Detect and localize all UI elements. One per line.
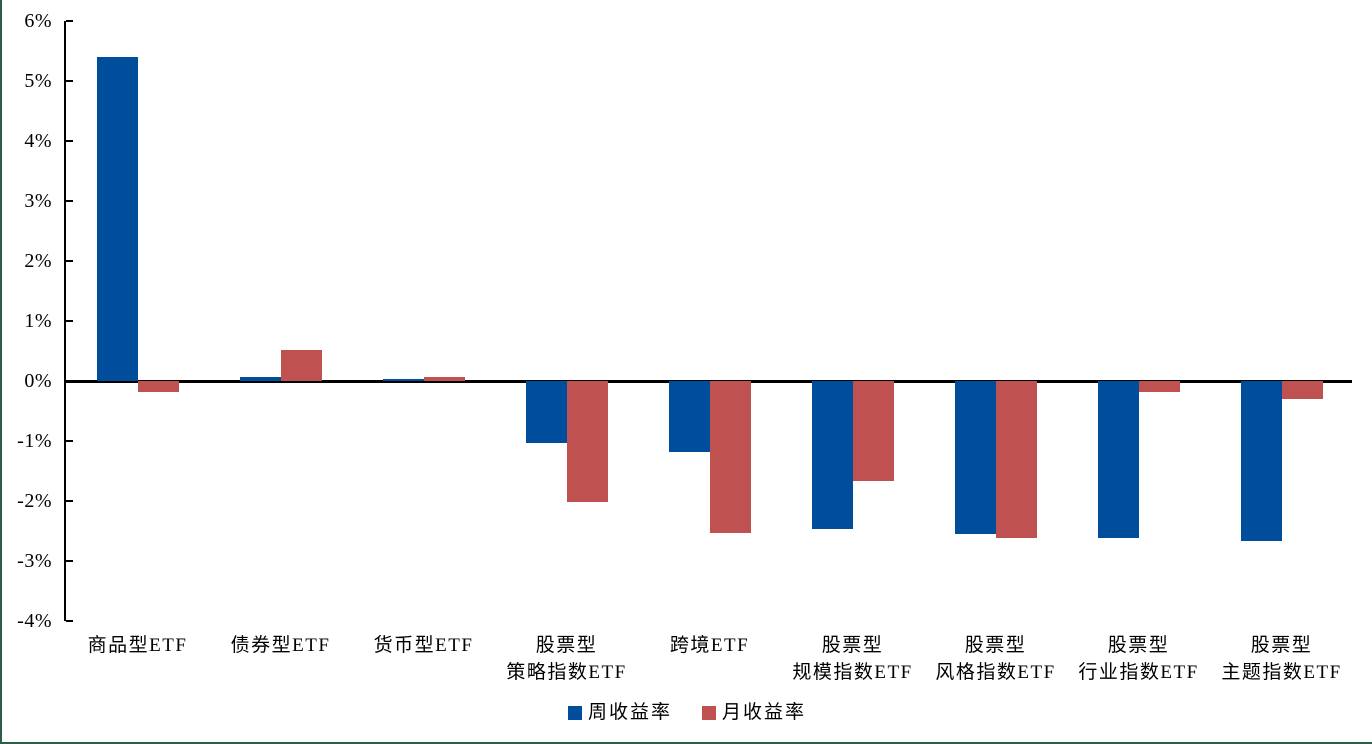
legend-label: 月收益率 xyxy=(722,702,807,723)
y-axis-tick-mark xyxy=(66,500,73,502)
x-axis-category-label: 股票型 规模指数ETF xyxy=(792,635,913,683)
x-axis-category-label: 货币型ETF xyxy=(373,635,474,656)
y-axis-line xyxy=(64,21,66,621)
bar-series1-cat0 xyxy=(137,381,179,392)
y-axis-tick-label: 4% xyxy=(24,130,52,152)
x-axis-category-label: 股票型 行业指数ETF xyxy=(1078,635,1199,683)
y-axis-tick-label: 0% xyxy=(24,370,52,392)
x-axis-category-label: 股票型 策略指数ETF xyxy=(506,635,627,683)
y-axis-tick-mark xyxy=(66,20,73,22)
bar-series0-cat6 xyxy=(954,381,996,534)
bar-series1-cat7 xyxy=(1138,381,1180,392)
y-axis-tick-label: 3% xyxy=(24,190,52,212)
bar-series0-cat8 xyxy=(1240,381,1282,541)
bar-series1-cat2 xyxy=(423,377,465,381)
y-axis-tick-mark xyxy=(66,140,73,142)
x-axis-category-label: 商品型ETF xyxy=(87,635,188,656)
legend-item-week-return: 周收益率 xyxy=(567,702,672,723)
y-axis-tick-label: -2% xyxy=(17,490,52,512)
x-axis-category-label: 股票型 风格指数ETF xyxy=(935,635,1056,683)
x-axis-category-label: 债券型ETF xyxy=(230,635,331,656)
y-axis-tick-mark xyxy=(66,320,73,322)
y-axis-tick-mark xyxy=(66,80,73,82)
legend-swatch-icon xyxy=(567,705,582,720)
bar-series1-cat5 xyxy=(852,381,894,481)
y-axis-tick-mark xyxy=(66,620,73,622)
legend-swatch-icon xyxy=(702,705,716,720)
bar-series0-cat5 xyxy=(811,381,853,530)
bar-series0-cat0 xyxy=(96,57,138,381)
y-axis-tick-label: -1% xyxy=(17,430,52,452)
y-axis-tick-mark xyxy=(66,440,73,442)
bar-series0-cat7 xyxy=(1097,381,1139,538)
y-axis-tick-label: -3% xyxy=(17,550,52,572)
y-axis-tick-label: 1% xyxy=(24,310,52,332)
bar-series0-cat1 xyxy=(239,376,281,381)
y-axis-tick-mark xyxy=(66,200,73,202)
legend-item-month-return: 月收益率 xyxy=(702,703,806,722)
bar-series1-cat4 xyxy=(709,381,751,534)
bar-series1-cat1 xyxy=(280,349,322,381)
bar-series0-cat3 xyxy=(525,381,567,443)
y-axis-tick-label: 6% xyxy=(24,10,52,32)
bar-series1-cat8 xyxy=(1281,381,1323,399)
y-axis-tick-label: 2% xyxy=(24,250,52,272)
legend-label: 周收益率 xyxy=(587,702,672,723)
y-axis-tick-mark xyxy=(66,260,73,262)
chart-legend: 周收益率 月收益率 xyxy=(2,703,1372,722)
y-axis-tick-label: 5% xyxy=(24,70,52,92)
x-axis-category-label: 跨境ETF xyxy=(669,635,750,656)
y-axis-tick-mark xyxy=(66,560,73,562)
bar-series0-cat2 xyxy=(382,379,424,381)
bar-series1-cat6 xyxy=(995,381,1037,539)
bar-series0-cat4 xyxy=(668,381,710,452)
x-axis-category-label: 股票型 主题指数ETF xyxy=(1221,635,1342,683)
bar-series1-cat3 xyxy=(566,381,608,503)
y-axis-tick-label: -4% xyxy=(17,610,52,632)
